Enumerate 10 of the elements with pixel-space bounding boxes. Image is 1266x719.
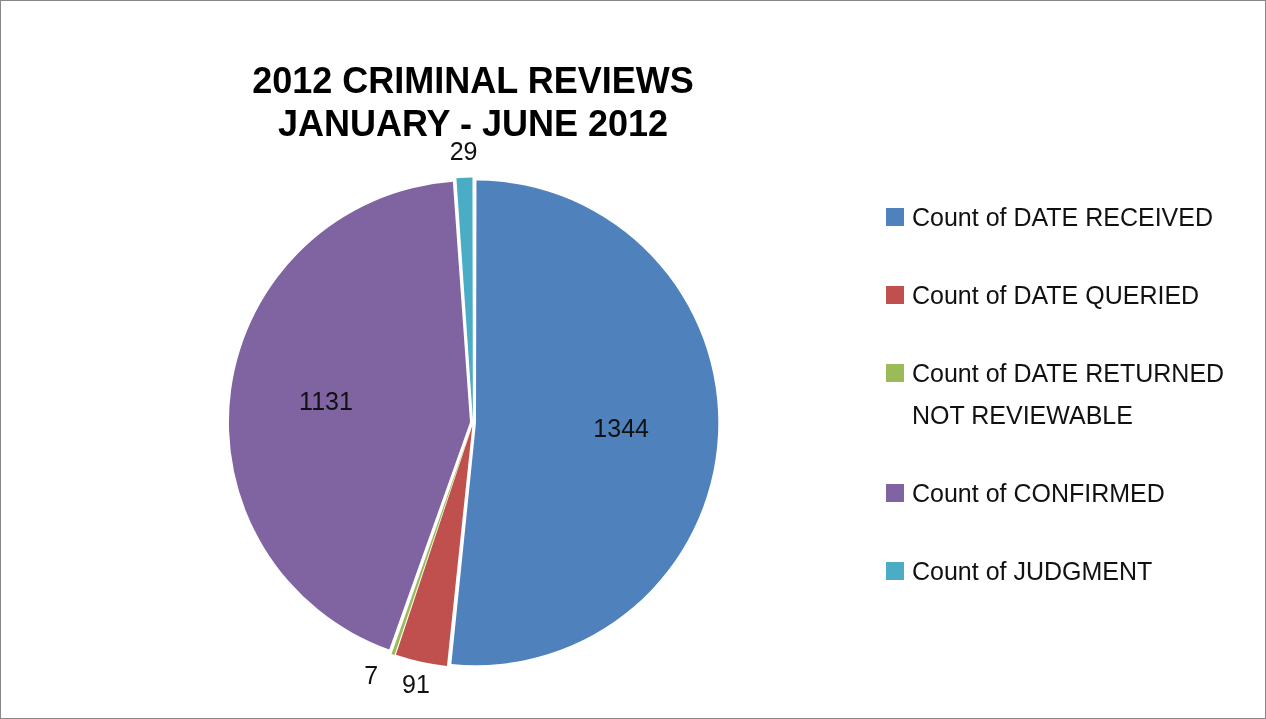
data-label: 91 [401, 669, 430, 698]
legend-label: Count of JUDGMENT [912, 556, 1153, 587]
data-label: 7 [364, 661, 379, 690]
data-label: 29 [449, 137, 478, 166]
legend-label: Count of CONFIRMED [912, 478, 1165, 509]
legend-label: Count of DATE RETURNED NOT REVIEWABLE [912, 358, 1226, 431]
legend-label: Count of DATE QUERIED [912, 280, 1200, 311]
legend-label: Count of DATE RECEIVED [912, 202, 1214, 233]
data-label: 1344 [593, 414, 650, 443]
data-label: 1131 [299, 386, 353, 415]
